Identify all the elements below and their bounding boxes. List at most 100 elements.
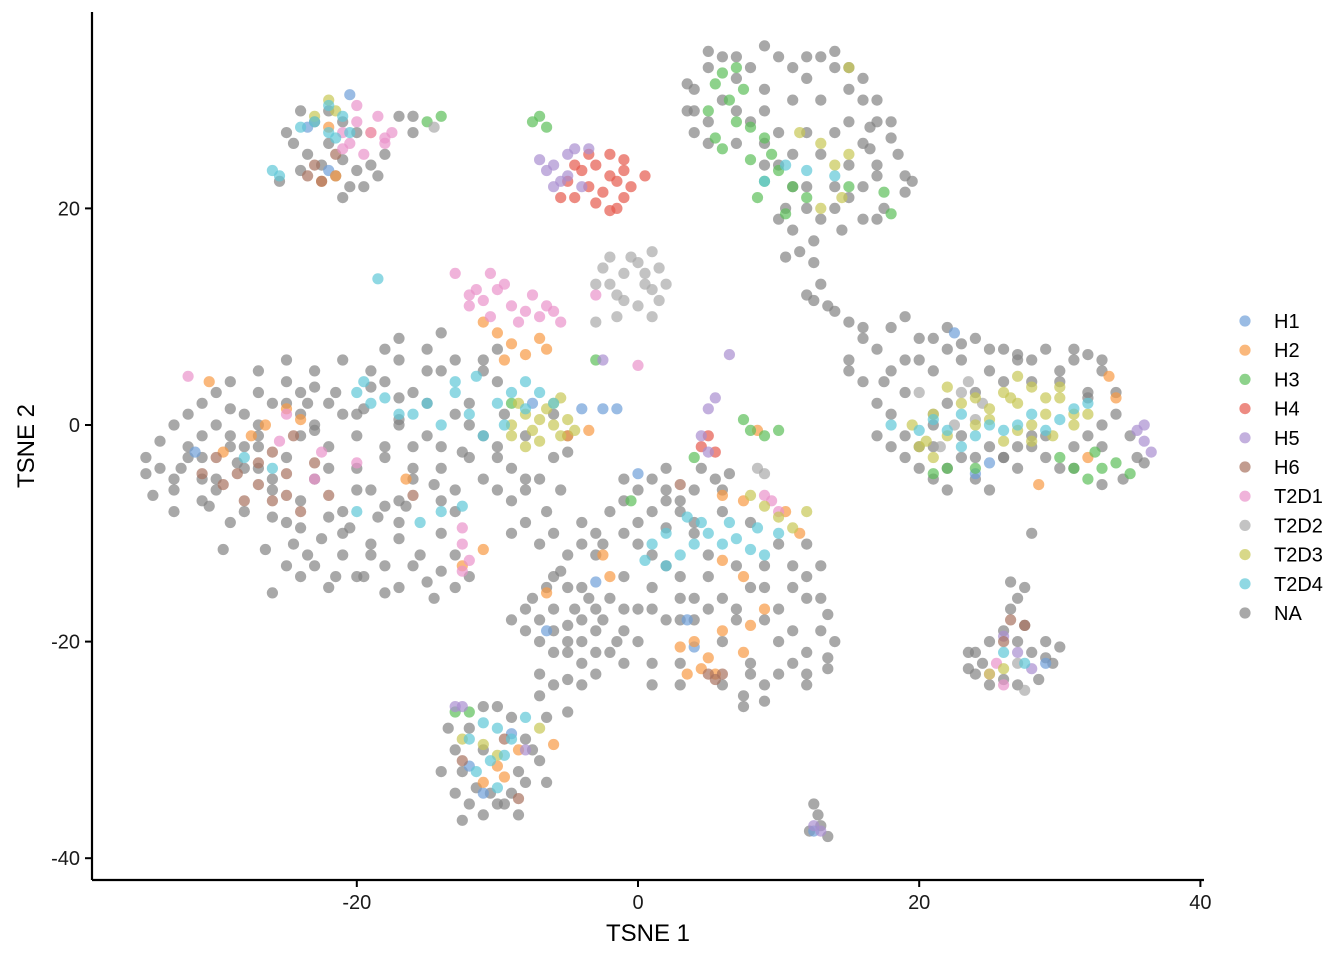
data-point xyxy=(365,127,377,139)
data-point xyxy=(737,571,750,583)
data-point xyxy=(913,424,925,436)
data-point xyxy=(435,565,447,577)
data-point xyxy=(266,511,278,523)
data-point xyxy=(287,430,300,442)
data-point xyxy=(955,451,968,464)
data-point xyxy=(505,614,518,626)
data-point xyxy=(337,143,349,155)
legend-label: H6 xyxy=(1274,457,1300,479)
data-point xyxy=(505,733,518,745)
data-point xyxy=(878,376,890,388)
data-point xyxy=(295,121,307,133)
data-point xyxy=(618,267,630,279)
data-point xyxy=(653,262,665,274)
data-point xyxy=(351,386,363,399)
data-point xyxy=(998,646,1010,659)
data-point xyxy=(1040,657,1052,669)
data-point xyxy=(414,516,426,529)
data-point xyxy=(498,408,510,420)
data-point xyxy=(639,278,651,290)
data-point xyxy=(548,738,560,751)
data-point xyxy=(463,397,475,409)
data-point xyxy=(266,484,278,496)
data-point xyxy=(365,159,377,171)
data-point xyxy=(709,78,721,90)
data-point xyxy=(477,809,489,821)
data-point xyxy=(379,441,391,453)
data-point xyxy=(302,397,314,409)
data-point xyxy=(505,462,518,474)
data-point xyxy=(295,506,307,518)
data-point xyxy=(252,365,264,377)
data-point xyxy=(526,424,539,436)
data-point xyxy=(744,62,757,74)
data-point xyxy=(287,137,300,149)
data-point xyxy=(934,441,946,453)
y-ticks: -40 -20 0 20 xyxy=(51,198,92,870)
data-point xyxy=(955,397,968,409)
data-point xyxy=(309,381,321,393)
data-point xyxy=(569,143,581,155)
data-point xyxy=(1068,419,1080,431)
data-point xyxy=(210,386,222,399)
data-point xyxy=(899,386,911,399)
data-point xyxy=(674,679,686,691)
data-point xyxy=(1026,646,1038,659)
data-point xyxy=(393,332,405,344)
data-point xyxy=(548,679,560,691)
data-point xyxy=(1096,462,1108,474)
data-point xyxy=(519,305,532,317)
data-point xyxy=(969,430,982,442)
data-point xyxy=(969,668,982,680)
data-point xyxy=(534,668,546,680)
data-point xyxy=(1033,673,1045,686)
data-point xyxy=(590,527,602,539)
data-point xyxy=(983,441,996,453)
data-point xyxy=(611,311,623,323)
data-point xyxy=(674,641,686,653)
data-point xyxy=(773,51,785,63)
data-point xyxy=(393,533,405,545)
data-point xyxy=(1033,479,1045,491)
data-point xyxy=(330,571,342,583)
data-point xyxy=(534,311,546,323)
data-point xyxy=(344,127,356,139)
data-point xyxy=(386,127,398,139)
data-point xyxy=(477,717,489,729)
data-point xyxy=(175,462,187,474)
data-point xyxy=(780,251,792,263)
y-tick-label: 20 xyxy=(58,198,80,220)
data-point xyxy=(1082,473,1094,485)
data-point xyxy=(864,121,876,133)
data-point xyxy=(646,246,658,258)
legend: H1 H2 H3 H4 H5 H6 T2D1 T2D2 T2D3 T2D4 NA xyxy=(1239,311,1323,625)
data-point xyxy=(379,343,391,355)
data-point xyxy=(1012,349,1024,361)
data-point xyxy=(590,603,602,615)
data-point xyxy=(702,527,714,539)
data-point xyxy=(1082,430,1094,442)
data-point xyxy=(393,354,405,366)
data-point xyxy=(625,495,637,507)
data-point xyxy=(562,170,574,182)
series-h2 xyxy=(203,121,1122,789)
data-point xyxy=(407,408,419,420)
data-point xyxy=(871,430,883,442)
data-point xyxy=(330,386,342,399)
data-point xyxy=(787,522,799,534)
data-point xyxy=(773,527,785,539)
data-point xyxy=(309,419,321,431)
data-point xyxy=(962,376,975,388)
legend-label: T2D4 xyxy=(1274,574,1323,596)
data-point xyxy=(477,430,489,442)
data-point xyxy=(618,164,630,177)
data-point xyxy=(787,94,799,106)
data-point xyxy=(885,408,897,420)
data-point xyxy=(857,181,869,193)
data-point xyxy=(266,397,278,409)
data-point xyxy=(920,435,932,447)
data-point xyxy=(674,571,686,583)
data-point xyxy=(477,543,489,556)
data-point xyxy=(463,798,475,810)
data-point xyxy=(998,663,1010,675)
